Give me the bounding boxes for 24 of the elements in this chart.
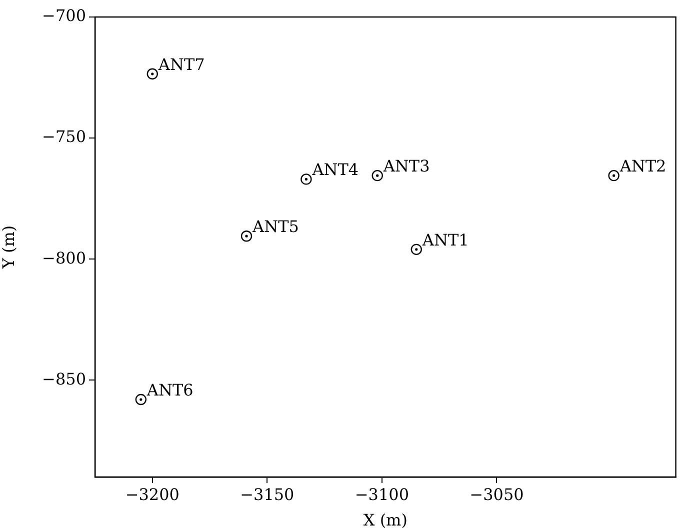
y-tick-label: −700 [42,6,86,26]
annotation: ANT2 [618,156,666,176]
point [372,170,383,182]
annotation: ANT1 [421,230,469,250]
point [300,174,312,185]
x-tick-label: −3150 [240,484,294,504]
point [146,68,158,80]
x-tick-label: −3200 [125,484,180,504]
annotation: ANT6 [146,380,194,400]
x-axis-title: X (m) [363,510,408,530]
annotation: ANT4 [311,160,359,180]
x-tick-label: −3100 [354,484,410,504]
point [240,230,252,242]
x-tick-label: −3050 [470,484,524,504]
annotation: ANT3 [382,156,430,176]
y-tick-label: −750 [42,127,86,146]
y-axis-title: Y (m) [0,225,18,270]
annotation: ANT5 [252,217,299,236]
y-tick-label: −850 [42,369,86,388]
point [410,244,422,256]
point [608,170,620,182]
point [135,394,147,406]
annotation: ANT7 [157,54,205,74]
y-tick-label: −800 [42,248,86,268]
